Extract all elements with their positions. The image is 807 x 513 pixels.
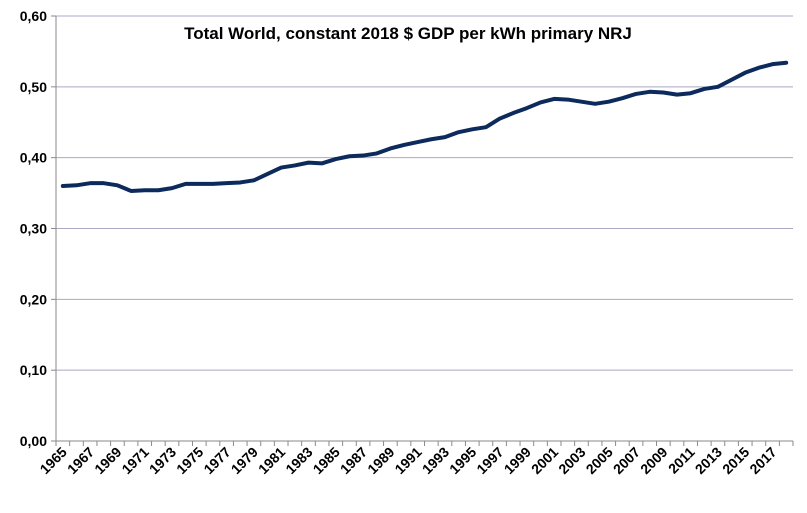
x-tick-label: 1969 [91,444,124,477]
y-tick-label: 0,00 [20,433,47,449]
chart-title: Total World, constant 2018 $ GDP per kWh… [184,24,632,43]
axes [51,15,794,446]
y-tick-label: 0,40 [20,150,47,166]
x-tick-label: 1979 [228,444,261,477]
x-tick-label: 1987 [337,444,370,477]
x-tick-label: 2007 [610,444,643,477]
x-tick-label: 1991 [391,444,424,477]
x-tick-label: 2003 [555,444,588,477]
x-tick-label: 1999 [501,444,534,477]
x-tick-label: 1983 [282,444,315,477]
x-tick-label: 1981 [255,444,288,477]
x-tick-label: 1985 [310,444,343,477]
y-tick-label: 0,30 [20,221,47,237]
x-tick-label: 1967 [64,444,97,477]
x-tick-label: 1997 [473,444,506,477]
x-tick-label: 1971 [118,444,151,477]
x-tick-label: 1993 [419,444,452,477]
x-tick-label: 1977 [200,444,233,477]
x-tick-label: 1975 [173,444,206,477]
x-tick-label: 2001 [528,444,561,477]
y-tick-label: 0,60 [20,8,47,24]
y-tick-label: 0,10 [20,362,47,378]
x-tick-label: 1989 [364,444,397,477]
y-tick-label: 0,50 [20,79,47,95]
x-tick-label: 1973 [146,444,179,477]
x-axis-ticks: 1965196719691971197319751977197919811983… [37,444,780,477]
gridlines [56,15,793,371]
y-tick-label: 0,20 [20,291,47,307]
x-tick-label: 2009 [637,444,670,477]
x-tick-label: 2015 [719,444,752,477]
y-axis-ticks: 0,00 0,10 0,20 0,30 0,40 0,50 0,60 [20,8,47,449]
x-tick-label: 2013 [692,444,725,477]
x-tick-label: 2011 [665,444,698,477]
x-tick-label: 2005 [583,444,616,477]
x-tick-label: 1995 [446,444,479,477]
x-tick-label: 2017 [746,444,779,477]
series-line [60,60,789,193]
